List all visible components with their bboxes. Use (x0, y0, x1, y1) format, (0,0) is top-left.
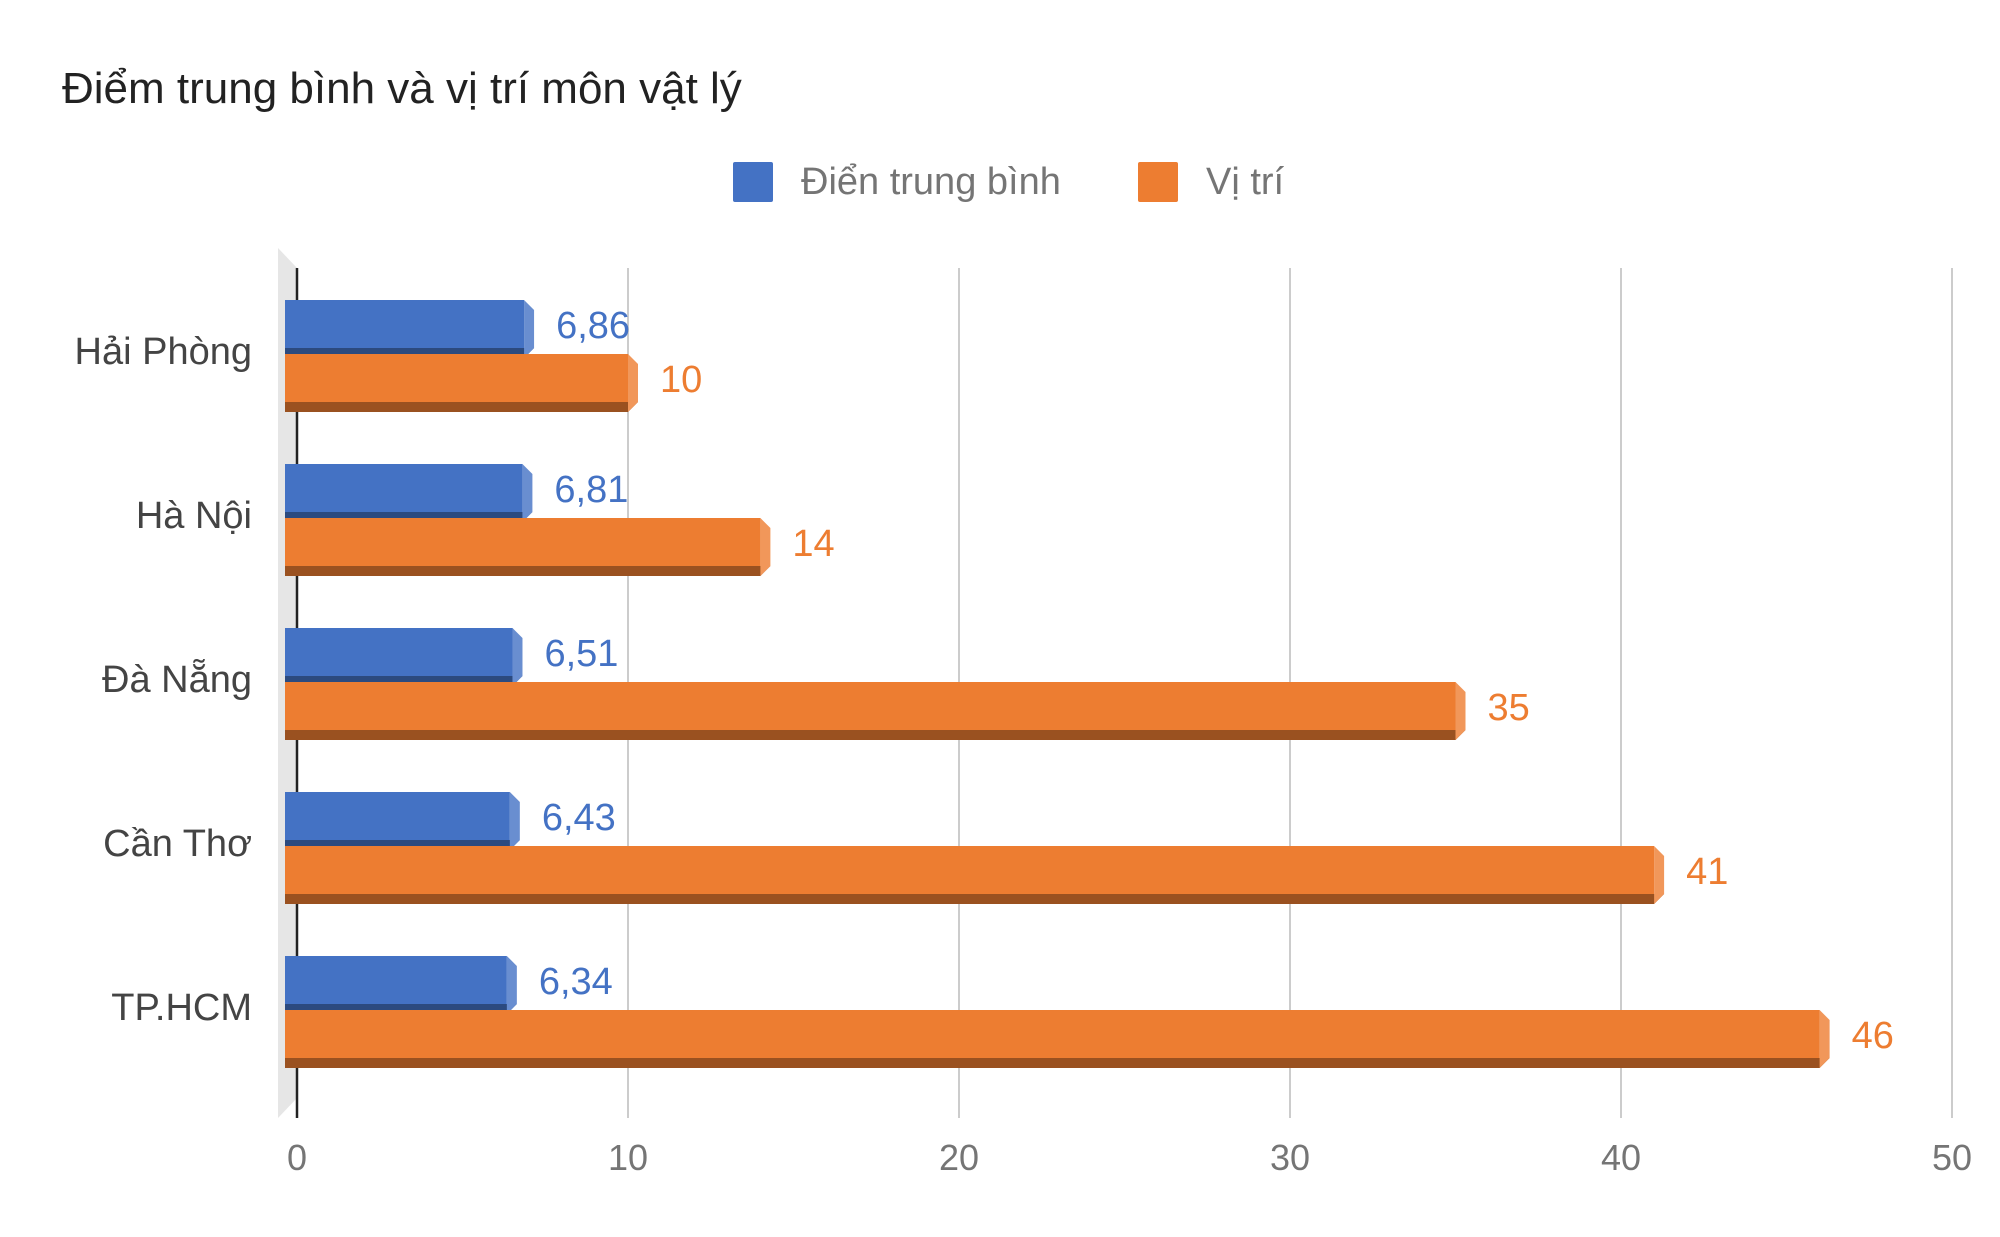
bar-1-5 (285, 956, 517, 1014)
bar-front-face (285, 628, 513, 676)
bar-end-face (522, 464, 533, 522)
bar-end-face (1654, 846, 1665, 904)
data-label-1-4: 6,43 (542, 797, 616, 839)
category-label-5: TP.HCM (111, 987, 252, 1029)
bar-end-face (506, 956, 517, 1014)
bar-end-face (1819, 1010, 1830, 1068)
bar-bottom-face (285, 1058, 1830, 1068)
bar-bottom-face (285, 402, 638, 412)
bar-1-2 (285, 464, 533, 522)
x-tick-label: 30 (1270, 1137, 1310, 1178)
chart-title: Điểm trung bình và vị trí môn vật lý (62, 64, 742, 113)
category-label-1: Hải Phòng (75, 331, 252, 373)
x-tick-label: 50 (1932, 1137, 1972, 1178)
legend-label-2: Vị trí (1206, 161, 1285, 203)
bar-end-face (509, 792, 520, 850)
category-label-2: Hà Nội (136, 495, 252, 537)
legend-label-1: Điển trung bình (801, 161, 1061, 203)
bar-front-face (285, 956, 507, 1004)
bar-front-face (285, 518, 761, 566)
data-label-2-3: 35 (1488, 687, 1530, 729)
bar-front-face (285, 846, 1655, 894)
bar-bottom-face (285, 894, 1665, 904)
legend-swatch-2 (1138, 162, 1178, 202)
legend-swatch-1 (733, 162, 773, 202)
bar-1-4 (285, 792, 520, 850)
data-label-2-5: 46 (1852, 1015, 1894, 1057)
data-label-1-1: 6,86 (556, 305, 630, 347)
bar-end-face (628, 354, 638, 412)
bar-front-face (285, 354, 628, 402)
x-tick-label: 0 (287, 1137, 307, 1178)
data-label-2-4: 41 (1686, 851, 1728, 893)
bar-2-3 (285, 682, 1466, 740)
data-label-2-2: 14 (792, 523, 834, 565)
bar-front-face (285, 300, 525, 348)
data-labels: 6,86 10 6,81 14 6,51 35 6,43 41 6,34 46 (539, 305, 1894, 1057)
bar-2-2 (285, 518, 771, 576)
bar-1-1 (285, 300, 535, 358)
bar-2-5 (285, 1010, 1830, 1068)
x-tick-label: 20 (939, 1137, 979, 1178)
bar-end-face (512, 628, 523, 686)
data-label-1-3: 6,51 (544, 633, 618, 675)
category-labels: Hải Phòng Hà Nội Đà Nẵng Cần Thơ TP.HCM (75, 331, 252, 1029)
data-label-1-2: 6,81 (554, 469, 628, 511)
bar-front-face (285, 682, 1456, 730)
bar-front-face (285, 792, 510, 840)
bar-end-face (524, 300, 535, 358)
bar-1-3 (285, 628, 523, 686)
bar-bottom-face (285, 566, 771, 576)
data-label-2-1: 10 (660, 359, 702, 401)
bars (285, 300, 1830, 1068)
x-tick-label: 40 (1601, 1137, 1641, 1178)
x-axis-tick-labels: 0 10 20 30 40 50 (287, 1137, 1972, 1178)
bar-2-4 (285, 846, 1665, 904)
x-tick-label: 10 (608, 1137, 648, 1178)
category-label-4: Cần Thơ (103, 823, 252, 865)
bar-end-face (760, 518, 771, 576)
bar-2-1 (285, 354, 638, 412)
bar-bottom-face (285, 730, 1466, 740)
category-label-3: Đà Nẵng (102, 657, 252, 701)
bar-front-face (285, 1010, 1820, 1058)
legend: Điển trung bình Vị trí (733, 161, 1285, 203)
bar-end-face (1455, 682, 1466, 740)
bar-front-face (285, 464, 523, 512)
data-label-1-5: 6,34 (539, 961, 613, 1003)
